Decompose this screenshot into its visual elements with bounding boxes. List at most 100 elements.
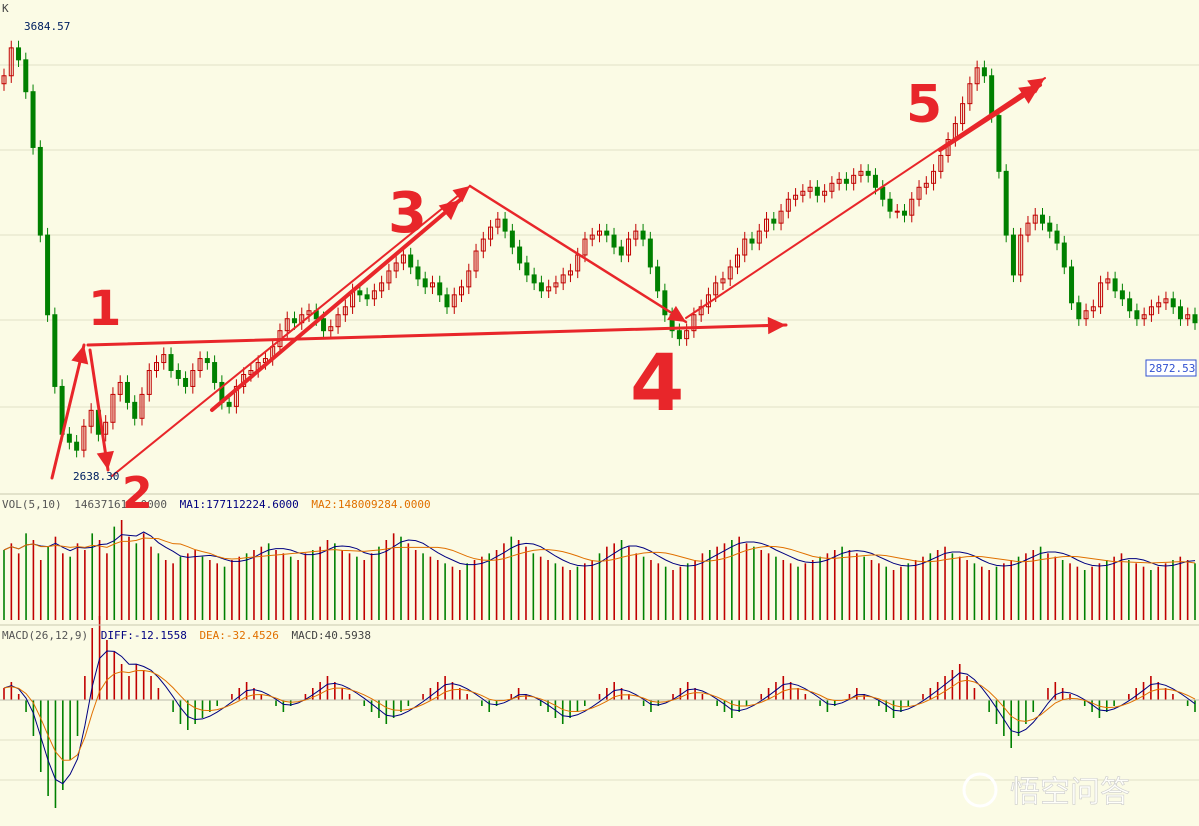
- candle-body: [233, 385, 239, 407]
- candle-body: [1163, 298, 1169, 304]
- candle-body: [589, 234, 595, 240]
- candle-body: [749, 238, 755, 244]
- candle-body: [161, 354, 167, 364]
- candle-body: [996, 115, 1002, 172]
- candle-body: [974, 67, 980, 85]
- vol-title: VOL(5,10) 146371610.0000 MA1:177112224.6…: [2, 498, 431, 511]
- candle-body: [1098, 282, 1104, 308]
- candle-body: [546, 286, 552, 292]
- candle-body: [742, 238, 748, 256]
- candle-body: [851, 174, 857, 184]
- candle-body: [473, 250, 479, 272]
- macd-title: MACD(26,12,9) DIFF:-12.1558 DEA:-32.4526…: [2, 629, 371, 642]
- candle-body: [379, 282, 385, 292]
- wave-label-3: 3: [388, 181, 427, 246]
- candle-body: [154, 362, 160, 372]
- candle-body: [400, 254, 406, 264]
- candle-body: [1, 75, 7, 85]
- candle-body: [822, 190, 828, 196]
- candle-body: [793, 194, 799, 200]
- candle-body: [880, 186, 886, 200]
- vol-ma2: MA2:148009284.0000: [311, 498, 430, 511]
- candle-body: [1134, 310, 1140, 320]
- candle-body: [1112, 278, 1118, 292]
- candle-body: [989, 75, 995, 117]
- candle-body: [88, 409, 94, 427]
- candle-body: [684, 330, 690, 340]
- wave-label-4: 4: [630, 339, 684, 429]
- candle-body: [1170, 298, 1176, 308]
- candle-body: [618, 246, 624, 256]
- candle-body: [509, 230, 515, 248]
- trendline-arrow: [86, 323, 788, 347]
- candle-body: [8, 47, 14, 77]
- trendline-arrow-head: [767, 316, 786, 335]
- candle-body: [146, 370, 152, 395]
- macd-dea: DEA:-32.4526: [199, 629, 278, 642]
- candle-body: [168, 354, 174, 372]
- candle-body: [1148, 306, 1154, 316]
- candle-body: [960, 103, 966, 125]
- candle-body: [335, 314, 341, 328]
- candle-body: [1054, 230, 1060, 244]
- candle-body: [894, 210, 900, 213]
- wave-arrow-0-1-head: [71, 345, 89, 365]
- candle-body: [1076, 302, 1082, 320]
- vol-value: 146371610.0000: [74, 498, 167, 511]
- candle-body: [814, 186, 820, 196]
- volume-series: [3, 520, 1196, 620]
- candle-body: [1047, 222, 1053, 232]
- candle-body: [1185, 314, 1191, 320]
- macd-label: MACD(26,12,9): [2, 629, 88, 642]
- candle-body: [1083, 310, 1089, 320]
- candle-body: [640, 230, 646, 240]
- candle-body: [916, 186, 922, 200]
- candle-body: [1177, 306, 1183, 320]
- candle-body: [415, 266, 421, 280]
- candle-body: [480, 238, 486, 252]
- candle-body: [429, 282, 435, 288]
- candle-body: [190, 370, 196, 387]
- candle-body: [524, 262, 530, 276]
- candle-body: [284, 318, 290, 332]
- wave3-thick-arrow-head: [438, 200, 460, 221]
- candle-body: [204, 358, 210, 364]
- candle-body: [451, 294, 457, 308]
- candle-body: [103, 421, 109, 435]
- wave-label-2: 2: [122, 468, 153, 519]
- watermark-logo-icon: [962, 772, 998, 808]
- candle-body: [1018, 234, 1024, 276]
- candle-body: [183, 377, 189, 387]
- candle-body: [800, 190, 806, 196]
- candle-body: [1032, 214, 1038, 224]
- candle-body: [386, 270, 392, 284]
- candle-body: [437, 282, 443, 296]
- candle-body: [902, 210, 908, 216]
- candle-body: [132, 401, 138, 419]
- candle-body: [488, 226, 494, 240]
- volume-ma2-line: [3, 537, 1196, 564]
- candle-body: [778, 210, 784, 224]
- wave-arrow-2-3: [111, 185, 471, 477]
- candle-body: [531, 274, 537, 284]
- candle-body: [466, 270, 472, 288]
- candle-body: [23, 59, 29, 93]
- candle-body: [110, 393, 116, 423]
- candle-body: [306, 310, 312, 316]
- candle-body: [1105, 278, 1111, 284]
- candle-body: [691, 314, 697, 332]
- candle-body: [807, 186, 813, 192]
- candle-body: [502, 218, 508, 232]
- volume-ma1-line: [3, 531, 1196, 567]
- candle-body: [662, 290, 668, 316]
- candle-body: [495, 218, 501, 228]
- candle-body: [1039, 214, 1045, 224]
- candle-body: [175, 370, 181, 379]
- candle-body: [727, 266, 733, 280]
- candle-body: [81, 425, 87, 451]
- candle-body: [321, 318, 327, 332]
- candle-body: [865, 170, 871, 176]
- candle-body: [887, 198, 893, 212]
- hand-drawn-arrows: [50, 77, 1046, 480]
